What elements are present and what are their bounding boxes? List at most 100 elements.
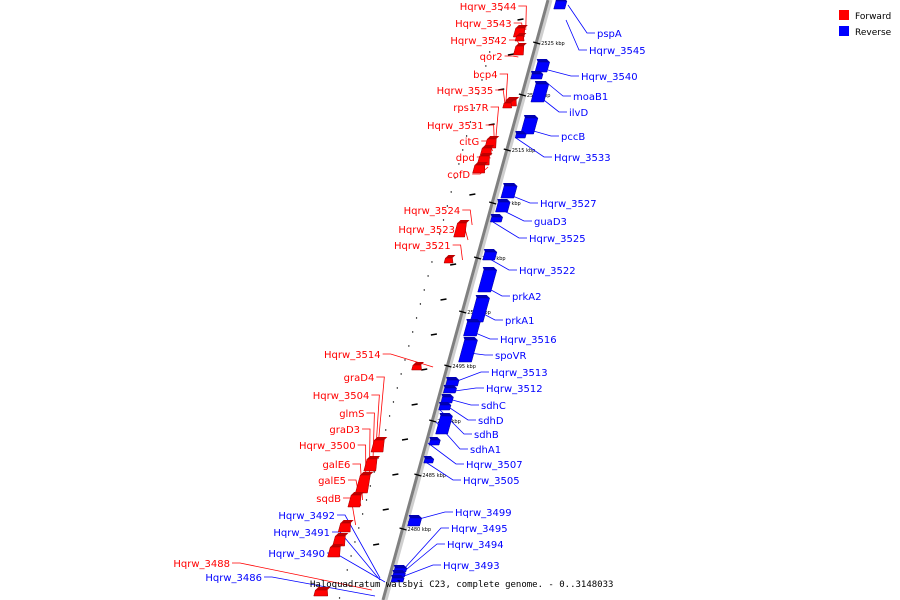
- reverse-gene-feature[interactable]: [530, 71, 544, 80]
- forward-gene-label[interactable]: Hqrw_3521: [394, 241, 451, 252]
- reverse-gene-label[interactable]: Hqrw_3499: [455, 508, 512, 519]
- reverse-gene-label[interactable]: Hqrw_3486: [205, 573, 262, 584]
- reverse-gene-label[interactable]: moaB1: [573, 92, 608, 103]
- forward-gene-feature[interactable]: [363, 456, 381, 472]
- reverse-gene-label[interactable]: Hqrw_3492: [278, 511, 335, 522]
- reverse-gene-feature[interactable]: [442, 385, 458, 394]
- reverse-gene-label[interactable]: Hqrw_3513: [491, 368, 548, 379]
- reverse-gene-label[interactable]: Hqrw_3491: [273, 528, 330, 539]
- reverse-gene-label[interactable]: sdhD: [478, 416, 504, 427]
- forward-gene-label[interactable]: Hqrw_3535: [437, 86, 494, 97]
- reverse-gene-feature[interactable]: [458, 337, 478, 363]
- forward-gene-label[interactable]: graD3: [329, 425, 360, 436]
- reverse-gene-feature[interactable]: [520, 115, 539, 135]
- forward-gene-label[interactable]: Hqrw_3531: [427, 121, 484, 132]
- reverse-gene-label[interactable]: sdhC: [481, 401, 506, 412]
- reverse-gene-label[interactable]: Hqrw_3494: [447, 540, 504, 551]
- forward-gene-label[interactable]: dpd: [456, 153, 475, 164]
- reverse-gene-feature[interactable]: [477, 267, 498, 293]
- forward-gene-feature[interactable]: [327, 544, 344, 558]
- reverse-gene-label[interactable]: Hqrw_3507: [466, 460, 523, 471]
- forward-leader: [376, 376, 385, 443]
- forward-gene-label[interactable]: glmS: [339, 409, 364, 420]
- reverse-gene-feature[interactable]: [553, 0, 568, 10]
- forward-gene-feature[interactable]: [472, 162, 488, 174]
- forward-gene-label[interactable]: Hqrw_3543: [455, 19, 512, 30]
- reverse-gene-feature[interactable]: [407, 515, 423, 527]
- forward-leader: [371, 394, 380, 453]
- scale-dash: [440, 298, 447, 301]
- forward-gene-feature[interactable]: [513, 43, 527, 56]
- scale-dot: [423, 289, 425, 291]
- reverse-gene-label[interactable]: sdhA1: [470, 445, 501, 456]
- reverse-gene-feature[interactable]: [469, 295, 490, 323]
- forward-gene-feature[interactable]: [514, 33, 527, 42]
- reverse-gene-feature[interactable]: [463, 319, 481, 337]
- forward-gene-label[interactable]: bcp4: [473, 70, 498, 81]
- forward-gene-label[interactable]: Hqrw_3514: [324, 350, 381, 361]
- reverse-gene-feature[interactable]: [482, 249, 498, 261]
- forward-gene-label[interactable]: Hqrw_3542: [450, 36, 507, 47]
- reverse-gene-label[interactable]: guaD3: [534, 217, 567, 228]
- reverse-gene-label[interactable]: Hqrw_3522: [519, 266, 576, 277]
- reverse-gene-label[interactable]: Hqrw_3525: [529, 234, 586, 245]
- reverse-gene-label[interactable]: ilvD: [569, 108, 588, 119]
- reverse-gene-feature[interactable]: [489, 214, 504, 223]
- forward-gene-label[interactable]: qor2: [480, 52, 503, 63]
- forward-gene-label[interactable]: Hqrw_3524: [404, 206, 461, 217]
- reverse-gene-label[interactable]: Hqrw_3516: [500, 335, 557, 346]
- reverse-gene-label[interactable]: prkA2: [512, 292, 541, 303]
- reverse-gene-feature[interactable]: [438, 402, 452, 411]
- reverse-gene-label[interactable]: sdhB: [474, 430, 499, 441]
- major-tick: [414, 473, 422, 477]
- forward-gene-feature[interactable]: [347, 492, 365, 508]
- reverse-gene-label[interactable]: Hqrw_3533: [554, 153, 611, 164]
- reverse-gene-label[interactable]: Hqrw_3495: [451, 524, 508, 535]
- forward-gene-label[interactable]: graD4: [344, 373, 375, 384]
- forward-gene-label[interactable]: galE5: [318, 476, 346, 487]
- reverse-gene-feature[interactable]: [514, 131, 527, 139]
- reverse-gene-feature[interactable]: [428, 437, 441, 446]
- forward-gene-label[interactable]: cofD: [447, 170, 470, 181]
- reverse-gene-label[interactable]: Hqrw_3493: [443, 561, 500, 572]
- reverse-gene-label[interactable]: Hqrw_3540: [581, 72, 638, 83]
- forward-gene-label[interactable]: Hqrw_3523: [398, 225, 455, 236]
- reverse-gene-label[interactable]: Hqrw_3527: [540, 199, 597, 210]
- forward-gene-feature[interactable]: [355, 472, 374, 494]
- reverse-gene-label[interactable]: Hqrw_3505: [463, 476, 520, 487]
- forward-gene-label[interactable]: Hqrw_3500: [299, 441, 356, 452]
- forward-gene-label[interactable]: galE6: [322, 460, 350, 471]
- reverse-gene-label[interactable]: spoVR: [495, 351, 527, 362]
- forward-gene-label[interactable]: sqdB: [316, 494, 341, 505]
- forward-gene-feature[interactable]: [313, 587, 331, 597]
- reverse-gene-feature[interactable]: [440, 394, 454, 404]
- reverse-gene-label[interactable]: Hqrw_3490: [268, 549, 325, 560]
- reverse-gene-feature[interactable]: [423, 456, 435, 464]
- forward-gene-feature[interactable]: [411, 362, 424, 371]
- forward-gene-label[interactable]: Hqrw_3488: [173, 559, 230, 570]
- forward-gene-label[interactable]: Hqrw_3544: [460, 2, 517, 13]
- reverse-leader: [327, 552, 386, 583]
- reverse-gene-label[interactable]: prkA1: [505, 316, 534, 327]
- forward-gene-feature[interactable]: [332, 533, 349, 547]
- reverse-gene-label[interactable]: Hqrw_3545: [589, 46, 646, 57]
- forward-gene-feature[interactable]: [453, 220, 470, 238]
- reverse-gene-label[interactable]: pccB: [561, 132, 585, 143]
- scale-dot: [435, 247, 437, 249]
- forward-gene-feature[interactable]: [337, 520, 354, 533]
- forward-gene-feature[interactable]: [443, 255, 456, 264]
- forward-gene-feature[interactable]: [502, 100, 515, 109]
- reverse-gene-feature[interactable]: [530, 81, 550, 103]
- reverse-gene-feature[interactable]: [445, 377, 460, 387]
- forward-gene-feature[interactable]: [370, 437, 388, 453]
- reverse-gene-label[interactable]: pspA: [597, 29, 622, 40]
- forward-gene-label[interactable]: Hqrw_3504: [313, 391, 370, 402]
- reverse-gene-feature[interactable]: [435, 413, 453, 435]
- forward-gene-label[interactable]: rps17R: [453, 103, 488, 114]
- forward-gene-label[interactable]: citG: [459, 137, 479, 148]
- reverse-gene-feature[interactable]: [495, 199, 511, 213]
- reverse-gene-feature[interactable]: [534, 59, 551, 73]
- reverse-gene-feature[interactable]: [500, 183, 518, 199]
- reverse-gene-feature[interactable]: [390, 575, 405, 583]
- reverse-gene-label[interactable]: Hqrw_3512: [486, 384, 543, 395]
